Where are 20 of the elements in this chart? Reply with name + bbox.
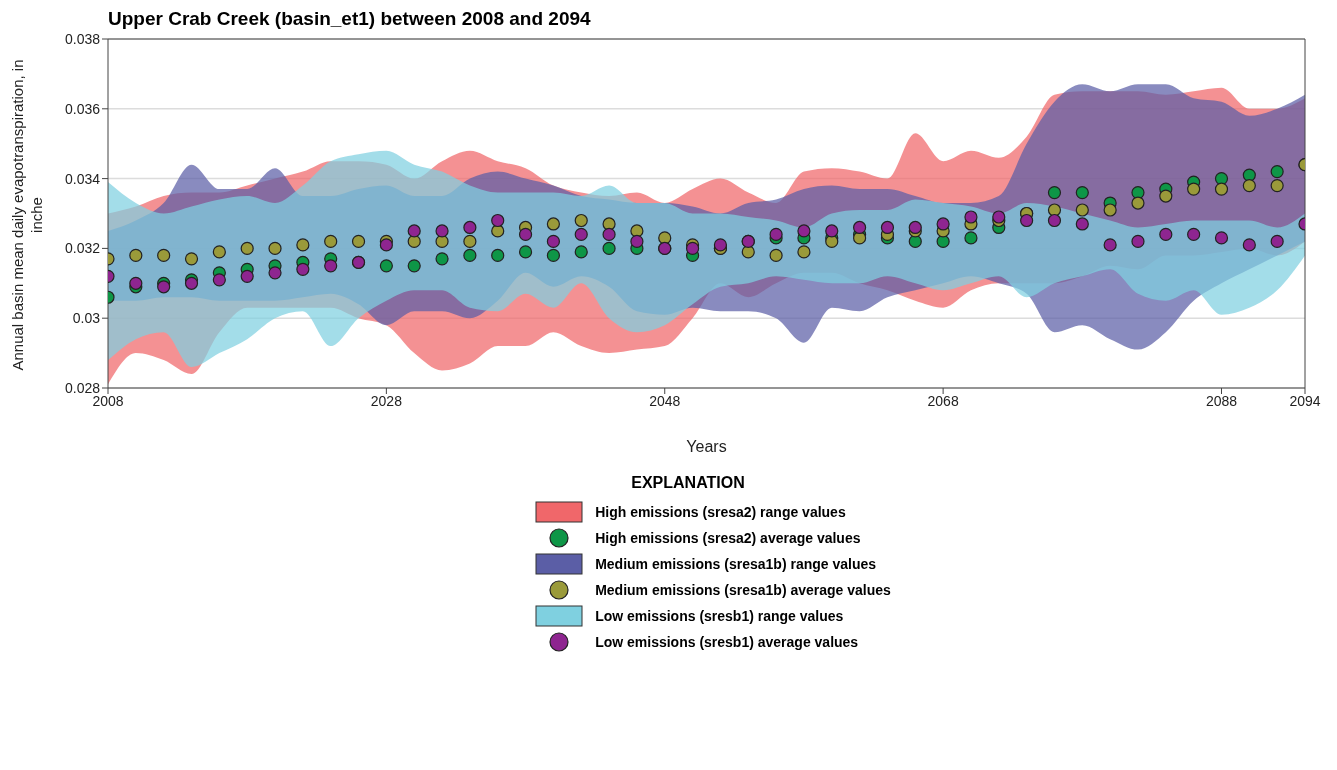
y-tick-label: 0.036 [64,100,101,117]
legend-label: High emissions (sresa2) average values [595,530,861,546]
chart-title: Upper Crab Creek (basin_et1) between 2008 and 2094 [108,8,592,30]
x-tick-label: 2068 [927,392,959,409]
y-tick-label: 0.034 [64,170,101,187]
y-tick-label: 0.038 [64,30,101,47]
legend-label: High emissions (sresa2) range values [595,504,846,520]
legend-title: EXPLANATION [631,474,745,492]
legend-label: Low emissions (sresb1) range values [595,608,844,624]
y-tick-label: 0.03 [72,310,101,327]
legend-label: Medium emissions (sresa1b) average values [595,582,891,598]
legend-label: Low emissions (sresb1) average values [595,634,859,650]
legend-label: Medium emissions (sresa1b) range values [595,556,877,572]
x-tick-label: 2088 [1205,392,1238,409]
x-axis-title: Years [686,438,727,455]
x-tick-label: 2094 [1289,392,1321,409]
x-tick-label: 2028 [370,392,403,409]
y-tick-label: 0.032 [64,240,101,257]
x-tick-label: 2048 [649,392,681,409]
y-axis-title: Annual basin mean daily evapotranspiration, in inche [8,58,46,373]
